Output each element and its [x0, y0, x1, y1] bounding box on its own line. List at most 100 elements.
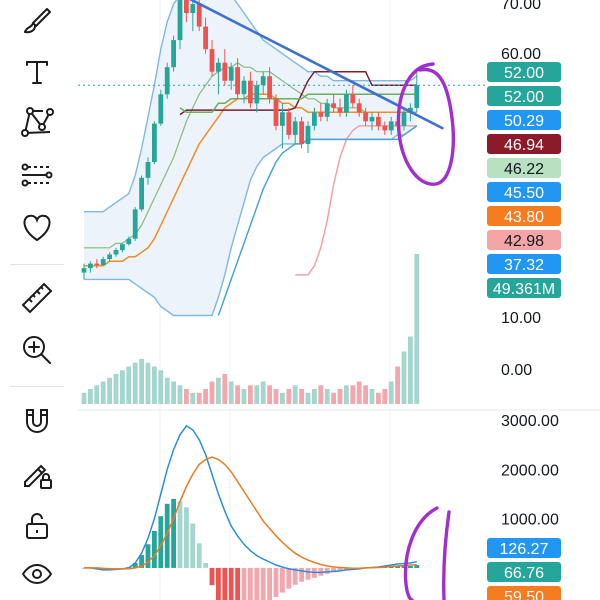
- macd-histogram-bar: [190, 523, 196, 568]
- price-tag-label-bg: [487, 158, 561, 178]
- macd-value-tag: 66.76: [504, 565, 544, 582]
- volume-bar: [126, 366, 132, 404]
- prediction-tool-button[interactable]: [12, 153, 62, 197]
- price-tag-label: 46.94: [504, 137, 544, 154]
- price-tag-label-bg: [487, 86, 561, 106]
- candle-body: [196, 4, 202, 27]
- volume-bar: [299, 389, 304, 404]
- macd-histogram-bar: [254, 567, 260, 600]
- macd-axis-tick: 3000.00: [501, 413, 559, 430]
- measure-tool-button[interactable]: [12, 276, 62, 320]
- candle-body: [331, 103, 336, 108]
- favorites-tool-button[interactable]: [12, 205, 62, 249]
- macd-histogram-bar: [395, 566, 400, 568]
- candle-body: [376, 116, 381, 126]
- candle-body: [145, 162, 151, 178]
- lock-drawing-icon: [24, 464, 52, 489]
- candle-body: [260, 76, 266, 86]
- price-tag-label-bg: [487, 254, 561, 274]
- brush-tool-button[interactable]: [12, 0, 62, 44]
- patterns-tool-button[interactable]: [12, 100, 62, 144]
- candle-body: [235, 67, 240, 95]
- macd-histogram-bar: [305, 567, 311, 580]
- volume-bar: [388, 381, 394, 404]
- price-tag-label: 50.29: [504, 113, 544, 130]
- text-tool-button[interactable]: [12, 50, 62, 94]
- macd-axis-tick: 1000.00: [501, 512, 559, 529]
- candle-body: [88, 263, 93, 269]
- volume-bar: [408, 336, 413, 404]
- macd-value-tag-bg: [487, 562, 561, 582]
- eye-icon: [21, 563, 53, 585]
- candle-body: [164, 67, 170, 95]
- candle-body: [132, 209, 138, 239]
- candle-body: [209, 49, 215, 72]
- macd-histogram-bar: [324, 567, 330, 574]
- candle-body: [254, 85, 260, 104]
- candle-body: [299, 121, 304, 144]
- candle-body: [312, 112, 317, 126]
- volume-bar: [132, 362, 138, 405]
- text-icon: [26, 61, 48, 84]
- macd-histogram-bar: [184, 507, 189, 568]
- lock-drawings-tool-button[interactable]: [12, 452, 62, 496]
- candle-body: [222, 62, 228, 81]
- macd-histogram-bar: [267, 567, 272, 600]
- volume-bar: [267, 385, 272, 405]
- volume-bar: [88, 389, 93, 404]
- volume-bar: [113, 374, 119, 404]
- macd-value-tag-bg: [487, 586, 561, 600]
- magnet-icon: [26, 409, 48, 433]
- signal-line: [84, 456, 417, 570]
- macd-histogram-bar: [241, 567, 247, 600]
- macd-histogram-bar: [132, 563, 138, 568]
- price-tag-label-bg: [487, 182, 561, 202]
- volume-bar: [376, 392, 381, 405]
- candle-body: [318, 112, 324, 117]
- price-axis-tick: 70.00: [501, 0, 541, 13]
- candle-body: [139, 177, 144, 210]
- volume-bar: [280, 392, 285, 405]
- drawing-toolbar: [0, 0, 76, 600]
- macd-histogram-bar: [222, 567, 228, 600]
- forecast-icon: [21, 163, 53, 187]
- candle-body: [228, 67, 234, 81]
- volume-bar: [273, 389, 279, 404]
- annotation-stroke: [442, 510, 451, 600]
- moving-average-line: [217, 125, 418, 316]
- price-tag-label: 49.361M: [493, 281, 555, 298]
- candle-body: [241, 80, 247, 95]
- volume-bar: [414, 254, 420, 404]
- macd-histogram-bar: [235, 567, 240, 600]
- zoom-in-tool-button[interactable]: [12, 328, 62, 372]
- volume-bar: [152, 366, 157, 404]
- candle-body: [113, 250, 119, 255]
- volume-bar: [235, 385, 240, 405]
- volume-bar: [356, 381, 362, 404]
- macd-value-tag: 126.27: [500, 541, 549, 558]
- macd-histogram-bar: [286, 567, 292, 589]
- price-tag-label: 45.50: [504, 185, 544, 202]
- macd-axis-tick: 2000.00: [501, 462, 559, 479]
- zoom-in-icon: [23, 336, 51, 364]
- ruler-icon: [21, 282, 53, 314]
- heart-icon: [23, 214, 51, 242]
- candle-body: [94, 263, 100, 265]
- volume-bar: [209, 381, 215, 404]
- visibility-tool-button[interactable]: [12, 552, 62, 596]
- macd-histogram-bar: [248, 567, 253, 600]
- magnet-tool-button[interactable]: [12, 400, 62, 444]
- candle-body: [350, 94, 356, 104]
- volume-bar: [292, 385, 298, 405]
- candle-body: [363, 112, 368, 122]
- macd-histogram-bar: [273, 567, 279, 597]
- candle-body: [356, 103, 362, 113]
- volume-bar: [363, 385, 368, 405]
- candle-body: [286, 112, 292, 135]
- volume-bar: [318, 385, 324, 405]
- candle-body: [190, 4, 196, 13]
- volume-bar: [254, 385, 260, 405]
- macd-histogram-bar: [164, 503, 170, 568]
- lock-tool-button[interactable]: [12, 504, 62, 548]
